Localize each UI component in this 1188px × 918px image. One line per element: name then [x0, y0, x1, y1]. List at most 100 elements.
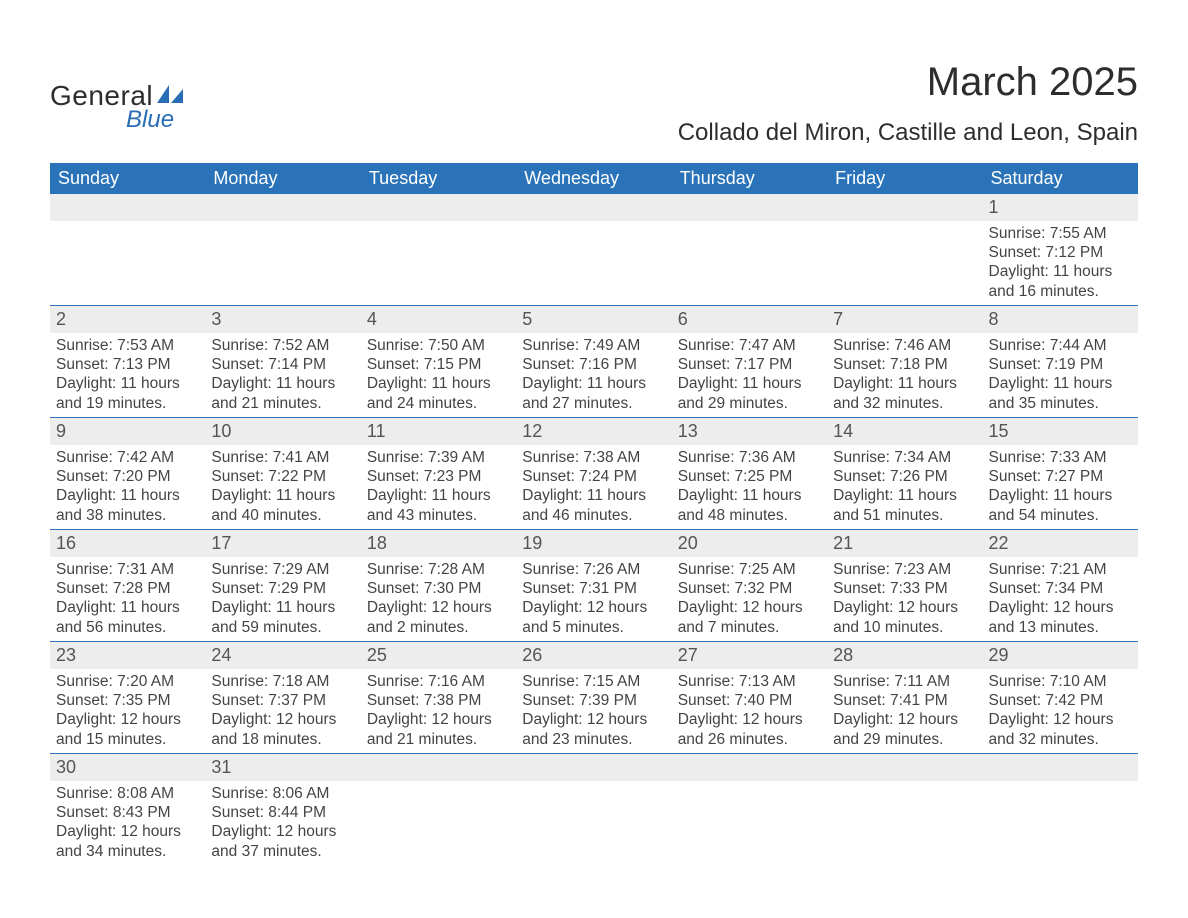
calendar-day-cell: 6Sunrise: 7:47 AMSunset: 7:17 PMDaylight…	[672, 306, 827, 418]
day-body: Sunrise: 7:55 AMSunset: 7:12 PMDaylight:…	[983, 221, 1138, 306]
day-number	[983, 754, 1138, 781]
day-day2: and 48 minutes.	[678, 506, 821, 525]
day-body: Sunrise: 7:44 AMSunset: 7:19 PMDaylight:…	[983, 333, 1138, 418]
day-number: 30	[50, 754, 205, 781]
day-day1: Daylight: 11 hours	[833, 374, 976, 393]
calendar-week-row: 23Sunrise: 7:20 AMSunset: 7:35 PMDayligh…	[50, 642, 1138, 754]
day-sunset: Sunset: 7:24 PM	[522, 467, 665, 486]
day-sunrise: Sunrise: 7:38 AM	[522, 448, 665, 467]
day-sunset: Sunset: 7:39 PM	[522, 691, 665, 710]
day-day1: Daylight: 12 hours	[678, 710, 821, 729]
day-sunrise: Sunrise: 7:34 AM	[833, 448, 976, 467]
location-subtitle: Collado del Miron, Castille and Leon, Sp…	[678, 119, 1138, 147]
day-body: Sunrise: 7:11 AMSunset: 7:41 PMDaylight:…	[827, 669, 982, 754]
day-sunset: Sunset: 7:29 PM	[211, 579, 354, 598]
day-day1: Daylight: 12 hours	[678, 598, 821, 617]
day-day1: Daylight: 11 hours	[56, 374, 199, 393]
day-day2: and 23 minutes.	[522, 730, 665, 749]
day-body: Sunrise: 7:20 AMSunset: 7:35 PMDaylight:…	[50, 669, 205, 754]
day-number	[516, 754, 671, 781]
day-sunrise: Sunrise: 7:41 AM	[211, 448, 354, 467]
day-body: Sunrise: 7:28 AMSunset: 7:30 PMDaylight:…	[361, 557, 516, 642]
logo-text-blue: Blue	[126, 106, 185, 134]
day-number	[516, 194, 671, 221]
day-body: Sunrise: 7:46 AMSunset: 7:18 PMDaylight:…	[827, 333, 982, 418]
day-sunset: Sunset: 7:12 PM	[989, 243, 1132, 262]
day-day2: and 15 minutes.	[56, 730, 199, 749]
day-number	[672, 194, 827, 221]
day-number: 29	[983, 642, 1138, 669]
day-body: Sunrise: 7:50 AMSunset: 7:15 PMDaylight:…	[361, 333, 516, 418]
calendar-day-cell: 14Sunrise: 7:34 AMSunset: 7:26 PMDayligh…	[827, 418, 982, 530]
day-sunrise: Sunrise: 7:18 AM	[211, 672, 354, 691]
day-number: 9	[50, 418, 205, 445]
day-body	[361, 221, 516, 228]
day-sunrise: Sunrise: 7:20 AM	[56, 672, 199, 691]
day-sunset: Sunset: 8:43 PM	[56, 803, 199, 822]
calendar-week-row: 30Sunrise: 8:08 AMSunset: 8:43 PMDayligh…	[50, 754, 1138, 866]
calendar-day-cell	[983, 754, 1138, 866]
day-sunset: Sunset: 7:20 PM	[56, 467, 199, 486]
day-number: 20	[672, 530, 827, 557]
day-day1: Daylight: 12 hours	[211, 710, 354, 729]
day-sunrise: Sunrise: 8:08 AM	[56, 784, 199, 803]
day-sunrise: Sunrise: 7:47 AM	[678, 336, 821, 355]
day-sunset: Sunset: 7:28 PM	[56, 579, 199, 598]
day-body: Sunrise: 7:26 AMSunset: 7:31 PMDaylight:…	[516, 557, 671, 642]
day-body	[983, 781, 1138, 788]
day-sunset: Sunset: 7:26 PM	[833, 467, 976, 486]
calendar-day-cell: 5Sunrise: 7:49 AMSunset: 7:16 PMDaylight…	[516, 306, 671, 418]
calendar-day-cell: 1Sunrise: 7:55 AMSunset: 7:12 PMDaylight…	[983, 194, 1138, 306]
day-number: 10	[205, 418, 360, 445]
day-day2: and 24 minutes.	[367, 394, 510, 413]
day-sunset: Sunset: 7:17 PM	[678, 355, 821, 374]
day-body: Sunrise: 8:06 AMSunset: 8:44 PMDaylight:…	[205, 781, 360, 866]
day-sunrise: Sunrise: 7:42 AM	[56, 448, 199, 467]
day-sunset: Sunset: 7:27 PM	[989, 467, 1132, 486]
day-day2: and 10 minutes.	[833, 618, 976, 637]
day-day1: Daylight: 11 hours	[56, 598, 199, 617]
day-sunrise: Sunrise: 7:15 AM	[522, 672, 665, 691]
day-day1: Daylight: 12 hours	[989, 710, 1132, 729]
day-body: Sunrise: 7:15 AMSunset: 7:39 PMDaylight:…	[516, 669, 671, 754]
day-sunset: Sunset: 7:31 PM	[522, 579, 665, 598]
calendar-day-cell: 13Sunrise: 7:36 AMSunset: 7:25 PMDayligh…	[672, 418, 827, 530]
weekday-header: Sunday	[50, 163, 205, 194]
day-body: Sunrise: 7:29 AMSunset: 7:29 PMDaylight:…	[205, 557, 360, 642]
day-number: 21	[827, 530, 982, 557]
calendar-day-cell	[827, 194, 982, 306]
day-body	[361, 781, 516, 788]
day-day2: and 37 minutes.	[211, 842, 354, 861]
day-day1: Daylight: 12 hours	[56, 710, 199, 729]
day-number: 19	[516, 530, 671, 557]
weekday-header: Wednesday	[516, 163, 671, 194]
day-day1: Daylight: 12 hours	[833, 598, 976, 617]
day-day2: and 32 minutes.	[833, 394, 976, 413]
day-sunrise: Sunrise: 7:21 AM	[989, 560, 1132, 579]
day-sunrise: Sunrise: 7:10 AM	[989, 672, 1132, 691]
day-number: 6	[672, 306, 827, 333]
day-number: 14	[827, 418, 982, 445]
day-sunrise: Sunrise: 7:16 AM	[367, 672, 510, 691]
day-number: 31	[205, 754, 360, 781]
day-number: 16	[50, 530, 205, 557]
day-day2: and 32 minutes.	[989, 730, 1132, 749]
day-day2: and 18 minutes.	[211, 730, 354, 749]
day-day1: Daylight: 11 hours	[989, 262, 1132, 281]
calendar-day-cell: 9Sunrise: 7:42 AMSunset: 7:20 PMDaylight…	[50, 418, 205, 530]
day-day2: and 7 minutes.	[678, 618, 821, 637]
day-sunset: Sunset: 7:15 PM	[367, 355, 510, 374]
day-day1: Daylight: 11 hours	[367, 374, 510, 393]
day-body: Sunrise: 7:16 AMSunset: 7:38 PMDaylight:…	[361, 669, 516, 754]
weekday-header: Friday	[827, 163, 982, 194]
day-day2: and 19 minutes.	[56, 394, 199, 413]
day-day1: Daylight: 12 hours	[367, 598, 510, 617]
day-body: Sunrise: 8:08 AMSunset: 8:43 PMDaylight:…	[50, 781, 205, 866]
day-sunrise: Sunrise: 8:06 AM	[211, 784, 354, 803]
calendar-day-cell: 27Sunrise: 7:13 AMSunset: 7:40 PMDayligh…	[672, 642, 827, 754]
calendar-day-cell: 4Sunrise: 7:50 AMSunset: 7:15 PMDaylight…	[361, 306, 516, 418]
day-number: 8	[983, 306, 1138, 333]
day-sunset: Sunset: 8:44 PM	[211, 803, 354, 822]
day-sunrise: Sunrise: 7:46 AM	[833, 336, 976, 355]
calendar-day-cell: 31Sunrise: 8:06 AMSunset: 8:44 PMDayligh…	[205, 754, 360, 866]
